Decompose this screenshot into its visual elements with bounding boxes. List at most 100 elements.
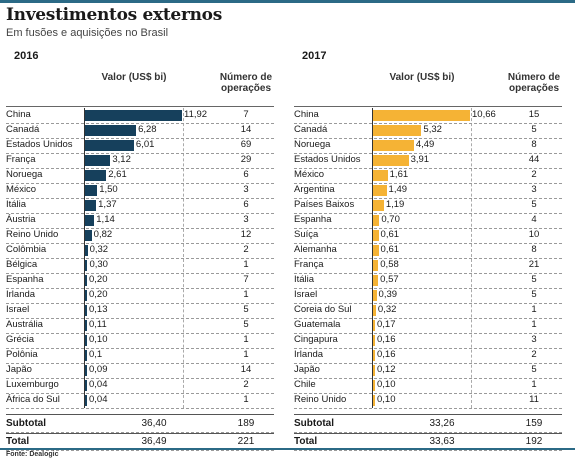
- ops-value: 1: [243, 349, 249, 360]
- value-label: 0,10: [89, 334, 108, 345]
- ops-value: 7: [243, 109, 249, 120]
- value-label: 0,32: [89, 244, 109, 255]
- table-row: China 10,66 15: [294, 108, 562, 124]
- value-bar: [85, 200, 97, 211]
- table-row: França 0,58 21: [294, 258, 562, 274]
- ops-value: 21: [528, 259, 540, 270]
- total-value: 36,49: [141, 436, 167, 447]
- value-label: 0,16: [377, 334, 396, 345]
- country-label: Israel: [6, 304, 30, 315]
- table-row: Austrália 0,11 5: [6, 318, 274, 334]
- table-row: Países Baixos 1,19 5: [294, 198, 562, 214]
- value-label: 0,10: [377, 379, 396, 390]
- header-rule: [294, 106, 562, 107]
- value-bar: [85, 140, 134, 151]
- table-row: Estados Unidos 6,01 69: [6, 138, 274, 154]
- table-row: Bélgica 0,30 1: [6, 258, 274, 274]
- ops-value: 3: [531, 334, 537, 345]
- value-label: 1,61: [389, 169, 409, 180]
- value-bar: [373, 200, 384, 211]
- table-row: Noruega 2,61 6: [6, 168, 274, 184]
- total-label: Total: [294, 436, 318, 447]
- ops-value: 2: [243, 244, 249, 255]
- country-label: Áustria: [6, 214, 36, 225]
- value-bar: [85, 290, 87, 301]
- table-row: Japão 0,12 5: [294, 363, 562, 379]
- table-row: México 1,50 3: [6, 183, 274, 199]
- panel-2016: 2016 Valor (US$ bi) Número de operações Chi…: [6, 0, 274, 451]
- table-row: Japão 0,09 14: [6, 363, 274, 379]
- table-row: Noruega 4,49 8: [294, 138, 562, 154]
- ops-value: 5: [531, 364, 537, 375]
- ops-column-header: Número de operações: [507, 72, 561, 94]
- country-label: Guatemala: [294, 319, 341, 330]
- country-label: Japão: [294, 364, 320, 375]
- country-label: Canadá: [6, 124, 40, 135]
- table-row: Coreia do Sul 0,32 1: [294, 303, 562, 319]
- ops-value: 1: [243, 334, 249, 345]
- country-label: Noruega: [294, 139, 331, 150]
- value-bar: [373, 350, 375, 361]
- table-row: Canadá 5,32 5: [294, 123, 562, 139]
- country-label: China: [6, 109, 31, 120]
- ops-value: 69: [240, 139, 252, 150]
- ops-value: 6: [243, 199, 249, 210]
- value-label: 0,20: [89, 274, 108, 285]
- table-row: Suíça 0,61 10: [294, 228, 562, 244]
- ops-value: 11: [529, 394, 539, 405]
- subtotal-label: Subtotal: [6, 418, 46, 429]
- country-label: Suíça: [294, 229, 319, 240]
- value-label: 0,57: [380, 274, 399, 285]
- value-bar: [373, 305, 376, 316]
- value-bar: [85, 305, 87, 316]
- ops-value: 6: [243, 169, 249, 180]
- ops-value: 8: [531, 244, 537, 255]
- table-row: Itália 1,37 6: [6, 198, 274, 214]
- value-label: 11,92: [184, 109, 208, 120]
- ops-value: 4: [531, 214, 537, 225]
- table-row: Itália 0,57 5: [294, 273, 562, 289]
- ops-value: 8: [531, 139, 537, 150]
- ops-value: 5: [531, 199, 537, 210]
- subtotal-row: Subtotal 33,26 159: [294, 416, 562, 433]
- value-label: 0,12: [377, 364, 396, 375]
- value-bar: [373, 155, 409, 166]
- table-row: Chile 0,10 1: [294, 378, 562, 394]
- value-bar: [373, 215, 380, 226]
- country-label: Irlanda: [6, 289, 36, 300]
- table-row: Cingapura 0,16 3: [294, 333, 562, 349]
- ops-value: 14: [240, 124, 252, 135]
- country-label: Colômbia: [6, 244, 47, 255]
- country-label: Noruega: [6, 169, 43, 180]
- value-label: 3,12: [112, 154, 131, 165]
- table-row: México 1,61 2: [294, 168, 562, 184]
- value-bar: [85, 215, 95, 226]
- subtotal-ops: 159: [525, 418, 543, 429]
- country-label: Austrália: [6, 319, 43, 330]
- value-label: 3,91: [410, 154, 430, 165]
- value-label: 0,58: [380, 259, 399, 270]
- table-row: Irlanda 0,20 1: [6, 288, 274, 304]
- ops-value: 2: [531, 349, 537, 360]
- value-bar: [85, 245, 88, 256]
- country-label: México: [294, 169, 325, 180]
- value-bar: [85, 365, 87, 376]
- country-label: Cingapura: [294, 334, 338, 345]
- value-bar: [85, 230, 92, 241]
- value-label: 0,61: [380, 229, 400, 240]
- ops-value: 5: [243, 319, 249, 330]
- value-label: 0,20: [89, 289, 108, 300]
- value-label: 0,61: [380, 244, 400, 255]
- subtotal-rule: [6, 414, 274, 415]
- value-bar: [373, 320, 375, 331]
- value-bar: [85, 335, 87, 346]
- ops-value: 10: [528, 229, 540, 240]
- table-row: Irlanda 0,16 2: [294, 348, 562, 364]
- country-label: Argentina: [294, 184, 335, 195]
- country-label: Estados Unidos: [294, 154, 361, 165]
- ops-value: 29: [240, 154, 252, 165]
- value-bar: [85, 275, 87, 286]
- subtotal-ops: 189: [237, 418, 255, 429]
- value-bar: [85, 260, 88, 271]
- country-label: Luxemburgo: [6, 379, 59, 390]
